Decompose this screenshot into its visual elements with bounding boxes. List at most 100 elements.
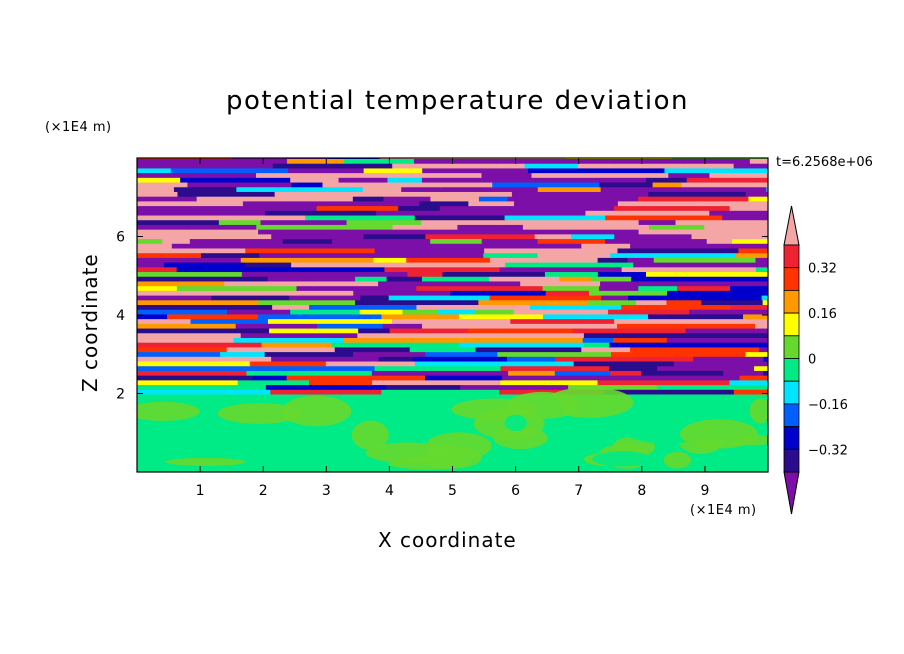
- contour-band: [599, 283, 640, 291]
- contour-band: [513, 197, 619, 207]
- contour-band: [722, 213, 768, 221]
- contour-band: [662, 159, 735, 169]
- contour-blob: [158, 431, 225, 456]
- contour-band: [296, 282, 418, 291]
- contour-band: [137, 321, 237, 329]
- contour-band: [755, 264, 768, 273]
- contour-band: [357, 329, 478, 338]
- contour-band: [522, 220, 650, 230]
- contour-band: [503, 219, 640, 225]
- colorbar-tick-label: 0.16: [808, 307, 837, 322]
- contour-band: [496, 158, 615, 164]
- contour-band: [524, 163, 579, 169]
- contour-band: [137, 290, 213, 301]
- contour-band: [236, 185, 364, 192]
- contour-band: [272, 240, 383, 249]
- contour-band: [249, 358, 327, 367]
- contour-band: [162, 386, 272, 395]
- colorbar-top-extension: [783, 205, 800, 246]
- contour-band: [338, 175, 389, 183]
- contour-band: [682, 158, 751, 164]
- contour-band: [583, 342, 611, 348]
- contour-band: [732, 238, 768, 244]
- contour-band: [267, 272, 357, 282]
- contour-band: [409, 343, 477, 353]
- contour-band: [421, 276, 491, 282]
- contour-band: [492, 181, 601, 188]
- contour-band: [484, 177, 601, 183]
- contour-band: [240, 330, 359, 338]
- contour-band: [590, 276, 633, 282]
- contour-band: [346, 216, 423, 225]
- contour-band: [246, 366, 373, 376]
- contour-band: [648, 221, 706, 230]
- contour-blob: [137, 401, 200, 421]
- contour-band: [407, 245, 486, 254]
- contour-band: [325, 359, 416, 367]
- contour-band: [500, 228, 640, 235]
- contour-band: [424, 371, 504, 381]
- contour-band: [373, 168, 483, 178]
- contour-band: [137, 329, 242, 338]
- contour-band: [691, 233, 768, 240]
- contour-band: [755, 255, 768, 263]
- y-tick-label: 2: [116, 387, 125, 403]
- contour-band: [689, 306, 768, 315]
- contour-band: [709, 209, 768, 216]
- contour-band: [430, 280, 522, 287]
- contour-band: [386, 382, 462, 390]
- contour-band: [458, 338, 585, 348]
- contour-band: [257, 311, 383, 320]
- contour-band: [513, 305, 609, 315]
- contour-band: [499, 265, 623, 273]
- contour-band: [359, 307, 404, 315]
- contour-band: [167, 310, 259, 320]
- contour-band: [137, 273, 269, 282]
- contour-band: [291, 181, 324, 188]
- contour-band: [597, 378, 731, 386]
- contour-band: [478, 195, 509, 202]
- contour-band: [755, 320, 768, 329]
- contour-band: [733, 161, 768, 169]
- contour-band: [271, 355, 380, 362]
- contour-band: [137, 190, 179, 197]
- contour-band: [287, 158, 345, 164]
- contour-band: [339, 147, 416, 154]
- z-axis-unit: (×1E4 m): [45, 120, 112, 135]
- contour-band: [609, 341, 715, 348]
- contour-band: [484, 244, 619, 254]
- contour-band: [414, 358, 527, 367]
- contour-band: [729, 378, 768, 386]
- contour-band: [270, 386, 383, 395]
- contour-band: [605, 235, 708, 244]
- contour-band: [657, 383, 768, 390]
- contour-band: [701, 298, 764, 306]
- contour-band: [363, 165, 424, 174]
- contour-band: [687, 274, 768, 282]
- contour-band: [649, 184, 768, 192]
- contour-band: [635, 296, 668, 306]
- contour-band: [137, 308, 229, 315]
- contour-band: [499, 387, 605, 395]
- contour-band: [401, 182, 539, 192]
- contour-band: [666, 298, 703, 306]
- contour-band: [137, 239, 173, 249]
- contour-band: [382, 319, 424, 329]
- contour-band: [607, 308, 691, 315]
- contour-band: [381, 310, 460, 320]
- contour-band: [378, 356, 414, 362]
- contour-band: [709, 170, 761, 178]
- contour-band: [402, 307, 440, 315]
- colorbar: 0.32 0.16 0 −0.16 −0.32: [783, 205, 848, 515]
- x-tick-label: 9: [700, 483, 709, 499]
- contour-band: [137, 173, 182, 183]
- contour-band: [381, 386, 501, 395]
- y-tick-label: 6: [116, 230, 125, 246]
- contour-band: [686, 174, 768, 183]
- contour-band: [703, 278, 768, 287]
- contour-band: [211, 292, 291, 301]
- contour-band: [489, 291, 603, 301]
- contour-band: [425, 347, 499, 357]
- contour-band: [171, 239, 274, 249]
